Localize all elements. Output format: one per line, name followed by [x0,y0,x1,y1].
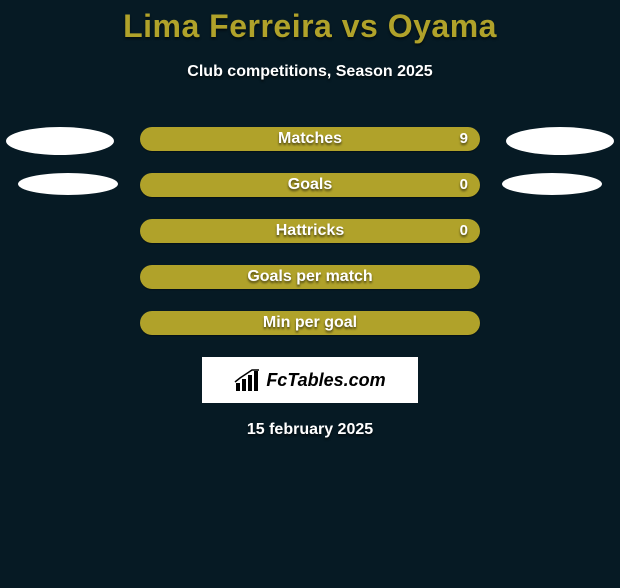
stat-value: 9 [460,127,468,151]
logo-box: FcTables.com [202,357,418,403]
stat-row-min-per-goal: Min per goal [0,311,620,335]
stat-row-hattricks: Hattricks 0 [0,219,620,243]
stat-label: Min per goal [140,311,480,335]
stat-row-matches: Matches 9 [0,127,620,151]
page-title: Lima Ferreira vs Oyama [0,8,620,45]
stat-row-goals-per-match: Goals per match [0,265,620,289]
chart-icon [234,369,262,391]
stat-label: Goals per match [140,265,480,289]
stat-label: Hattricks [140,219,480,243]
stat-row-goals: Goals 0 [0,173,620,197]
stat-value: 0 [460,173,468,197]
stat-value: 0 [460,219,468,243]
page-subtitle: Club competitions, Season 2025 [0,63,620,81]
logo-text: FcTables.com [266,370,385,391]
stats-container: Matches 9 Goals 0 Hattricks 0 Goals per … [0,127,620,335]
stat-label: Goals [140,173,480,197]
footer-date: 15 february 2025 [0,421,620,439]
stat-label: Matches [140,127,480,151]
